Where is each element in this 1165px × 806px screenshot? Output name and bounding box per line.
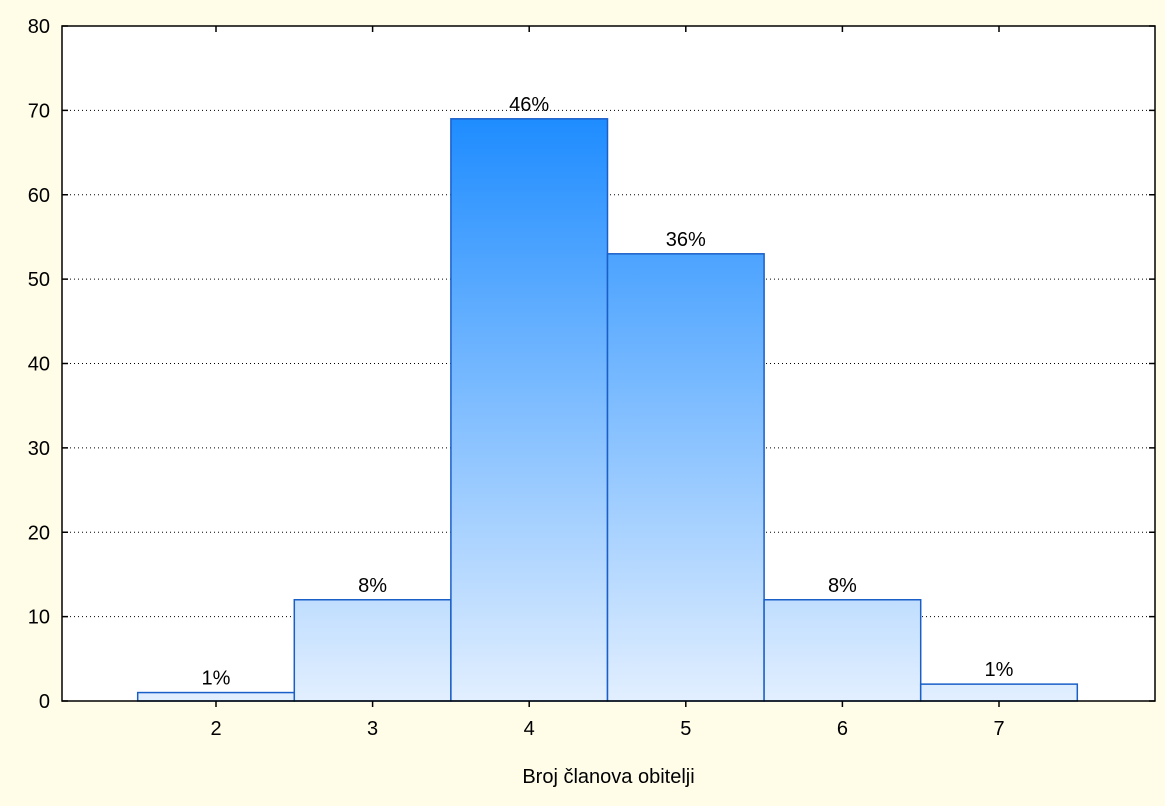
y-tick-label: 0	[39, 691, 50, 713]
bar-value-label: 8%	[358, 575, 387, 597]
x-tick-label: 2	[210, 718, 221, 740]
y-tick-label: 30	[28, 438, 50, 460]
bar	[293, 599, 452, 702]
y-axis: 0 10 20 30 40 50 60 70 80	[28, 16, 1155, 713]
y-tick-label: 60	[28, 185, 50, 207]
x-axis-label: Broj članova obitelji	[522, 766, 694, 788]
y-tick-label: 10	[28, 607, 50, 629]
x-tick-label: 3	[367, 718, 378, 740]
x-tick-label: 6	[837, 718, 848, 740]
bar	[450, 118, 609, 702]
x-tick-label: 5	[680, 718, 691, 740]
data-labels: 1% 8% 46% 36% 8% 1%	[202, 94, 1014, 690]
bar-value-label: 1%	[985, 659, 1014, 681]
bar-value-label: 8%	[828, 575, 857, 597]
x-axis: 2 3 4 5 6 7	[210, 26, 1005, 740]
y-tick-label: 70	[28, 100, 50, 122]
bar-value-label: 1%	[202, 668, 231, 690]
y-tick-label: 40	[28, 354, 50, 376]
bar	[136, 691, 296, 702]
y-tick-label: 80	[28, 16, 50, 38]
x-tick-label: 7	[993, 718, 1004, 740]
bar	[919, 683, 1079, 702]
bars	[136, 118, 1079, 702]
bar	[606, 253, 765, 702]
bar-value-label: 36%	[666, 229, 706, 251]
bar	[763, 599, 922, 702]
x-tick-label: 4	[524, 718, 535, 740]
y-tick-label: 20	[28, 522, 50, 544]
y-tick-label: 50	[28, 269, 50, 291]
bar-value-label: 46%	[509, 94, 549, 116]
